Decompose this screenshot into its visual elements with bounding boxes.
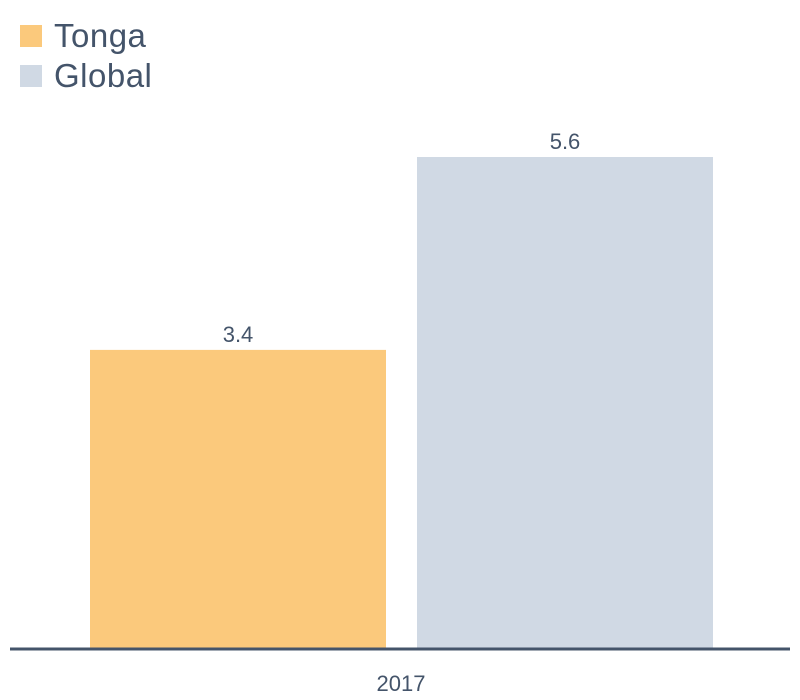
legend-item-tonga: Tonga <box>20 16 152 56</box>
legend-swatch-global <box>20 65 42 87</box>
bar-tonga <box>90 349 386 648</box>
legend-label-tonga: Tonga <box>54 17 147 54</box>
legend-swatch-tonga <box>20 25 42 47</box>
x-tick-label: 2017 <box>377 671 426 696</box>
bar-value-label-tonga: 3.4 <box>223 322 254 347</box>
legend: Tonga Global <box>20 16 152 96</box>
bar-global <box>417 157 713 648</box>
legend-label-global: Global <box>54 57 153 94</box>
bar-value-label-global: 5.6 <box>550 129 581 154</box>
legend-item-global: Global <box>20 56 152 96</box>
